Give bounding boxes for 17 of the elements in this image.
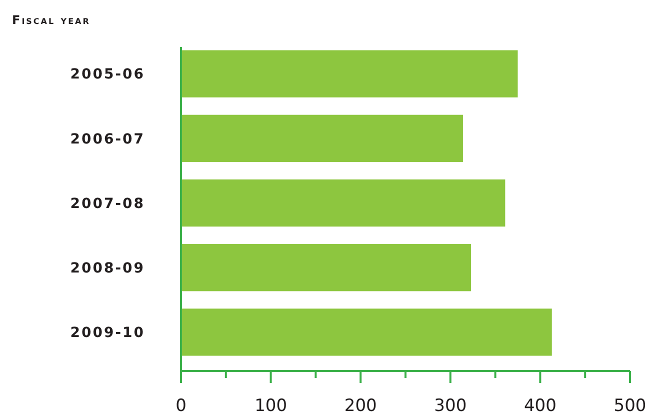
x-tick-label: 500 xyxy=(614,396,646,416)
bar xyxy=(181,179,506,227)
bar xyxy=(181,244,472,292)
bar xyxy=(181,50,518,98)
y-tick-label: 2006-07 xyxy=(70,131,145,148)
x-tick-label: 400 xyxy=(524,396,556,416)
y-tick-label: 2008-09 xyxy=(70,260,145,276)
x-tick-label: 0 xyxy=(176,396,186,416)
bar xyxy=(181,308,552,356)
x-tick-label: 200 xyxy=(344,396,377,416)
y-tick-label: 2005-06 xyxy=(70,66,145,83)
x-tick-label: 100 xyxy=(254,396,288,416)
x-tick-label: 300 xyxy=(434,396,467,416)
y-tick-label: 2007-08 xyxy=(70,196,145,212)
y-tick-label: 2009-10 xyxy=(70,325,145,342)
bar xyxy=(181,114,463,162)
y-axis-title: Fiscal year xyxy=(12,13,90,27)
